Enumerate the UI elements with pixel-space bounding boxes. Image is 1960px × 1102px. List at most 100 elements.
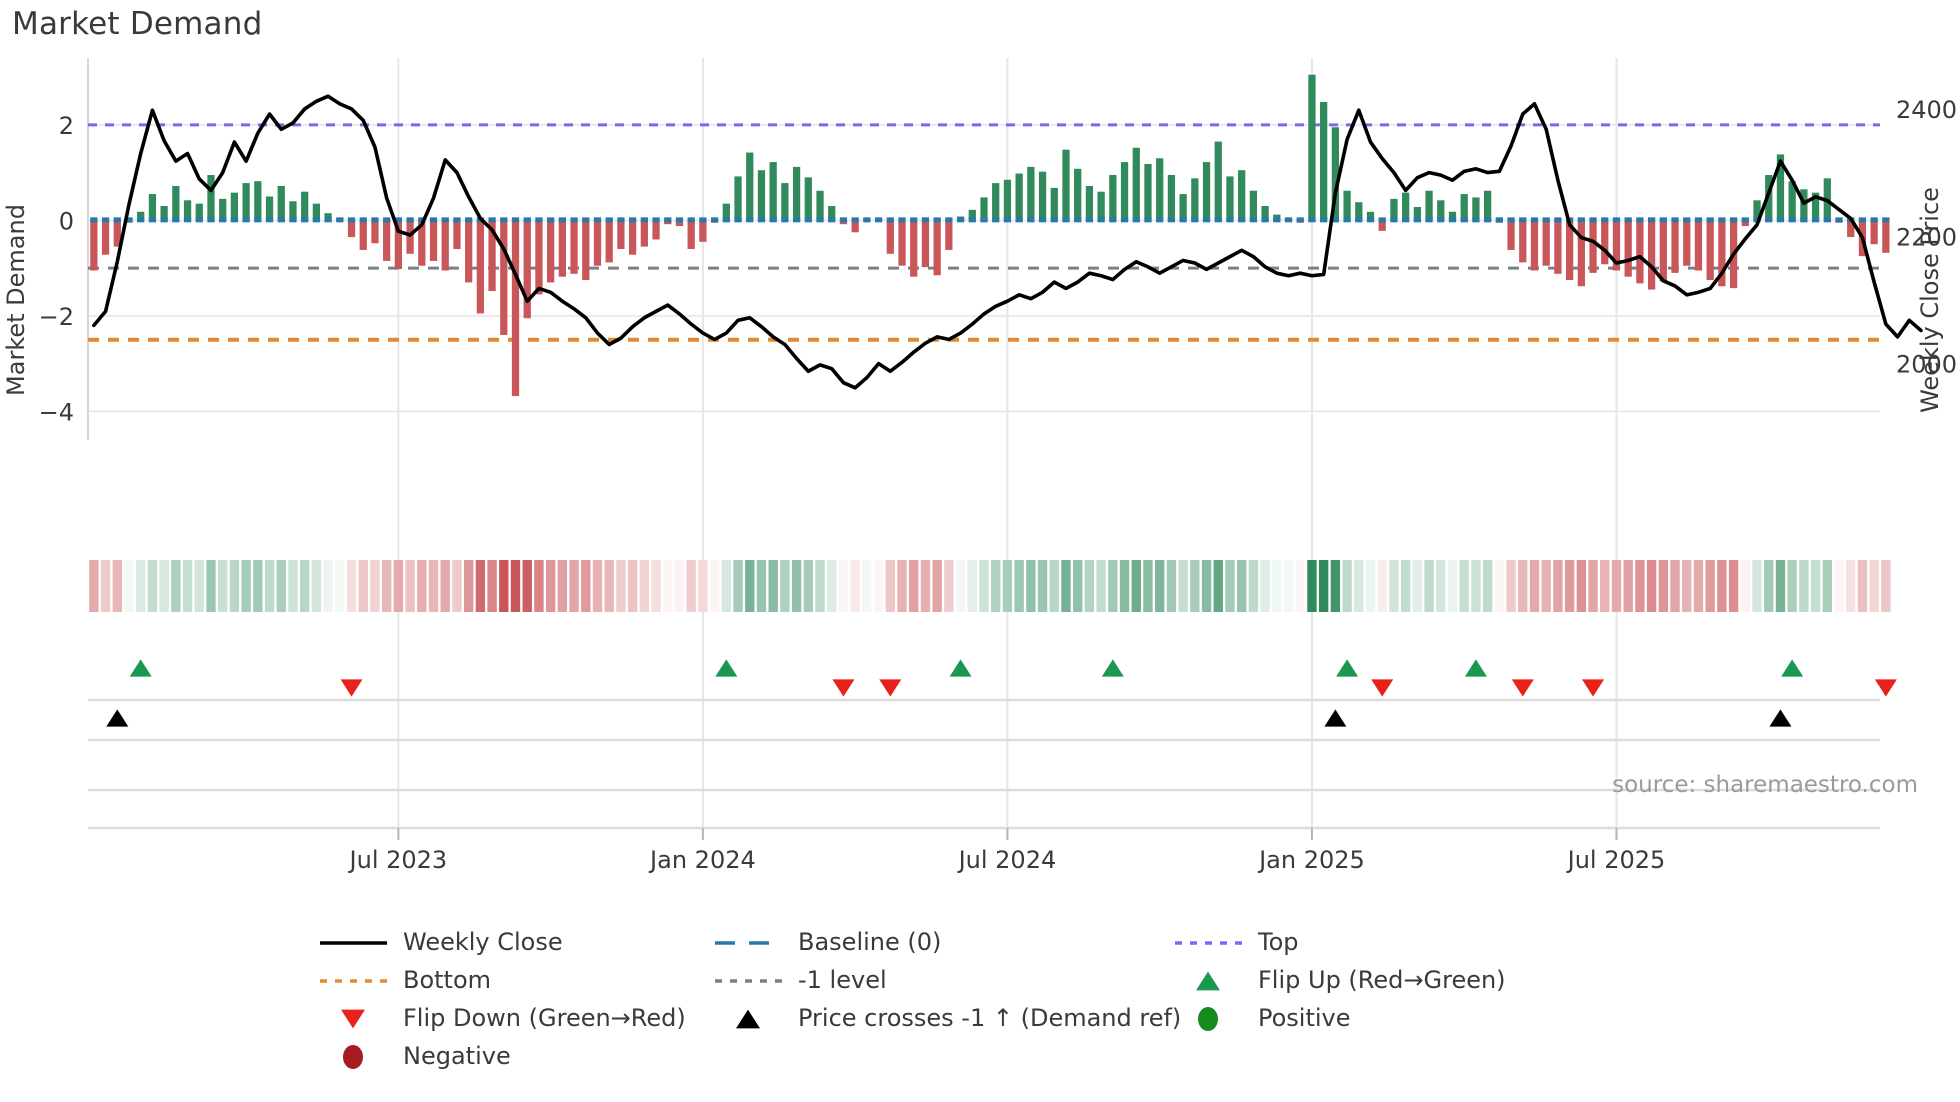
heatmap-cell [1705,560,1715,612]
heatmap-cell [1084,560,1095,612]
heatmap-cell [206,560,216,612]
baseline-segment [1320,217,1328,223]
demand-bar [230,192,239,221]
baseline-segment [1038,217,1047,223]
heatmap-cell [1342,560,1352,612]
price-cross-marker [106,709,129,727]
baseline-segment [1343,217,1351,223]
weekly-close-path [92,94,1923,390]
demand-bar [1015,173,1023,221]
baseline-segment [828,217,836,223]
baseline-segment [547,217,555,223]
heatmap-cell [768,560,778,612]
heatmap-cell [955,560,966,612]
legend-entry[interactable]: Top [1175,928,1299,956]
heatmap-cell [182,560,193,612]
heatmap-cell [1330,560,1341,612]
baseline-segment [277,217,285,223]
legend-entry[interactable]: Bottom [320,966,491,994]
demand-bar [1589,220,1597,273]
baseline-segment [301,217,309,223]
heatmap-cell [1143,560,1153,612]
legend-entry[interactable]: Flip Down (Green→Red) [341,1004,686,1032]
heatmap-cell [171,560,181,612]
baseline-segment [1296,217,1304,223]
heatmap-cell [827,560,837,612]
demand-bar [605,220,613,263]
baseline-segment [1507,217,1515,223]
demand-bar [1870,220,1878,245]
demand-bar [1226,176,1234,221]
heatmap-cell [920,560,931,612]
heatmap-cell [1799,560,1809,612]
baseline-segment [1413,217,1421,223]
heatmap-cell [1588,560,1598,612]
baseline-segment [137,217,145,223]
heatmap-cell [1248,560,1259,612]
demand-bar [582,220,590,281]
baseline-segment [1612,217,1621,223]
legend-entry[interactable]: Positive [1198,1004,1351,1032]
baseline-segment [359,217,367,223]
heatmap-cell [1400,560,1411,612]
demand-bar [1109,174,1117,221]
legend-entry[interactable]: Baseline (0) [715,928,941,956]
baseline-segment [1683,217,1691,223]
baseline-segment [675,217,684,223]
axis-ticks: 2 0 −2 −4 2400 2200 2000 Jul 2023 Jan 2024 Jul 20… [39,96,1957,874]
demand-bar [1718,220,1726,287]
heatmap-cell [1740,560,1750,612]
legend-entry[interactable]: Weekly Close [320,928,563,956]
demand-bar [1484,190,1492,221]
flip-up-marker [1781,659,1804,677]
heatmap-cell [1436,560,1446,612]
heatmap-cell [218,560,228,612]
baseline-segment [1776,217,1785,223]
demand-bar [757,170,766,221]
heatmap-cell [1037,560,1048,612]
demand-bar [219,198,227,221]
heatmap-cell [1061,560,1071,612]
heatmap-cell [1717,560,1727,612]
baseline-segment [1167,217,1176,223]
demand-bar [172,185,180,221]
legend-entry[interactable]: Price crosses -1 ↑ (Demand ref) [736,1004,1181,1032]
flip-up-marker [1336,659,1359,677]
heatmap-cell [229,560,240,612]
y-tick-label-right: 2200 [1896,223,1957,251]
baseline-segment [933,217,941,223]
demand-bar [746,152,754,221]
baseline-segment [125,217,133,223]
baseline-segment [1062,217,1070,223]
baseline-segment [90,217,98,223]
baseline-segment [441,217,449,223]
legend-triangle-up-swatch [736,1009,760,1029]
demand-bar [1437,200,1445,221]
baseline-segment [816,217,824,223]
legend-entry[interactable]: Flip Up (Red→Green) [1196,966,1506,994]
demand-bar [1355,202,1363,221]
demand-bar [1542,220,1550,266]
heatmap-cell [1026,560,1036,612]
legend-entry[interactable]: Negative [343,1042,511,1070]
demand-bar [1062,149,1070,221]
baseline-segment [1331,217,1340,223]
baseline-segment [757,217,766,223]
baseline-segment [558,217,566,223]
heatmap-cell [1377,560,1387,612]
source-note: source: sharemaestro.com [1612,772,1918,798]
baseline-segment [1542,217,1550,223]
legend-label: Weekly Close [403,928,563,956]
demand-bar [1554,220,1562,274]
heatmap-cell [147,560,158,612]
demand-bar [371,220,379,244]
legend-entry[interactable]: -1 level [715,966,887,994]
demand-bar [535,220,543,295]
demand-bar [992,183,1000,221]
heatmap-cell [545,560,556,612]
demand-bar [1097,191,1105,221]
demand-bar [1530,220,1539,271]
baseline-segment [1448,217,1457,223]
flip-down-marker [1874,679,1897,697]
